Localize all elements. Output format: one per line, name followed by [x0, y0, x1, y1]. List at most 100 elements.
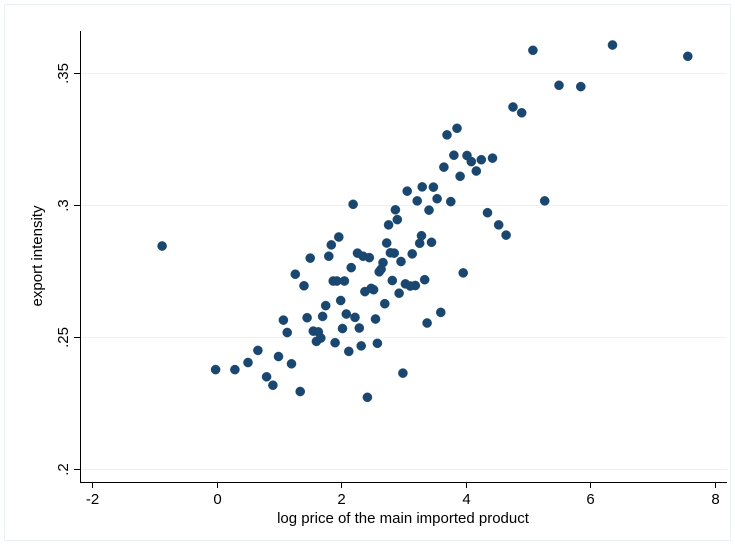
- scatter-point: [476, 154, 487, 165]
- scatter-point: [381, 238, 392, 248]
- scatter-point: [416, 230, 427, 241]
- scatter-point: [424, 205, 434, 215]
- scatter-point: [607, 40, 618, 50]
- gridlines: [80, 73, 727, 470]
- scatter-point: [539, 196, 550, 206]
- x-tick-label: 8: [711, 491, 719, 508]
- scatter-point: [396, 256, 406, 267]
- scatter-point: [230, 364, 240, 375]
- scatter-point: [501, 230, 511, 240]
- scatter-point: [302, 312, 312, 323]
- scatter-point: [323, 251, 334, 262]
- scatter-point: [466, 156, 477, 167]
- scatter-point: [330, 337, 340, 348]
- scatter-point: [157, 241, 167, 251]
- scatter-point: [326, 240, 337, 250]
- scatter-point: [455, 171, 465, 182]
- scatter-point: [273, 351, 284, 362]
- outer-frame: [4, 4, 731, 541]
- scatter-point: [295, 386, 306, 397]
- scatter-point: [337, 323, 348, 334]
- scatter-point: [435, 307, 446, 318]
- scatter-point: [390, 204, 401, 215]
- scatter-point: [354, 323, 365, 333]
- scatter-point: [333, 232, 344, 242]
- scatter-point: [449, 150, 459, 160]
- scatter-point: [428, 182, 439, 192]
- scatter-point: [471, 166, 482, 176]
- scatter-point: [364, 252, 375, 263]
- scatter-point: [389, 248, 400, 258]
- x-tick-label: 2: [337, 491, 345, 508]
- scatter-point: [394, 288, 404, 299]
- scatter-point: [378, 257, 388, 268]
- scatter-point: [346, 262, 357, 273]
- scatter-point: [407, 249, 418, 259]
- scatter-point: [432, 193, 442, 204]
- scatter-point: [445, 196, 456, 207]
- scatter-point: [412, 196, 423, 206]
- scatter-point: [458, 268, 469, 278]
- scatter-point: [341, 309, 352, 319]
- scatter-point: [210, 364, 221, 375]
- scatter-point: [243, 357, 253, 368]
- scatter-point: [554, 80, 564, 91]
- x-tick-label: -2: [86, 491, 99, 508]
- scatter-point: [398, 368, 408, 378]
- scatter-point: [290, 269, 301, 280]
- scatter-point: [343, 346, 354, 357]
- scatter-point: [268, 380, 278, 391]
- y-tick-label: .25: [55, 327, 72, 348]
- x-axis-ticks: -2 0 2 4 6 8: [86, 482, 720, 508]
- scatter-point: [402, 186, 413, 196]
- scatter-point: [299, 280, 309, 291]
- scatter-point: [368, 284, 379, 295]
- scatter-point: [439, 162, 449, 172]
- scatter-point: [493, 220, 504, 230]
- scatter-point: [576, 81, 586, 92]
- y-tick-label: .3: [55, 199, 72, 212]
- scatter-point: [282, 327, 293, 338]
- scatter-point: [452, 123, 462, 134]
- scatter-point: [442, 130, 452, 140]
- y-axis-ticks: .2 .25 .3 .35: [55, 63, 80, 476]
- scatter-point: [335, 295, 346, 306]
- scatter-point: [317, 311, 328, 322]
- scatter-point: [392, 214, 403, 225]
- scatter-point: [387, 275, 398, 286]
- scatter-point: [305, 253, 316, 263]
- scatter-point: [426, 237, 437, 248]
- scatter-point: [487, 153, 498, 163]
- scatter-point: [417, 182, 428, 192]
- scatter-point: [419, 274, 430, 285]
- x-tick-label: 4: [462, 491, 470, 508]
- scatter-point: [320, 300, 331, 311]
- x-tick-label: 0: [213, 491, 221, 508]
- y-tick-label: .2: [55, 463, 72, 476]
- x-tick-label: 6: [586, 491, 594, 508]
- scatter-point: [422, 318, 432, 328]
- scatter-point: [383, 220, 394, 230]
- scatter-point: [508, 102, 518, 112]
- scatter-point: [356, 341, 367, 351]
- scatter-point: [348, 199, 358, 210]
- scatter-point: [370, 314, 381, 324]
- data-points: [157, 40, 693, 403]
- scatter-point: [278, 315, 289, 325]
- scatter-point: [286, 358, 297, 369]
- plot-region: [80, 31, 727, 482]
- scatter-point: [410, 280, 421, 291]
- scatter-point: [683, 51, 693, 62]
- scatter-point: [339, 276, 350, 286]
- scatter-point: [362, 392, 373, 403]
- scatter-point: [253, 345, 263, 356]
- x-axis-label: log price of the main imported product: [277, 510, 530, 527]
- y-tick-label: .35: [55, 63, 72, 84]
- scatter-point: [261, 371, 272, 382]
- scatter-point: [516, 108, 527, 118]
- scatter-point: [379, 298, 390, 309]
- scatter-point: [350, 312, 360, 323]
- scatter-point: [315, 333, 326, 343]
